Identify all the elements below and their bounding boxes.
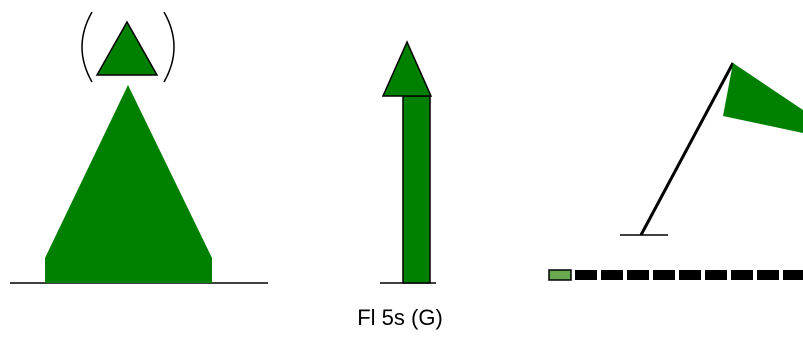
caption: Fl 5s (G) [357, 305, 443, 330]
spar-buoy [380, 40, 436, 284]
light-off [627, 270, 649, 280]
pole [639, 62, 735, 236]
light-off [679, 270, 701, 280]
light-off [757, 270, 779, 280]
light-off [783, 270, 803, 280]
light-sequence [548, 269, 803, 281]
light-off [601, 270, 623, 280]
light-off [731, 270, 753, 280]
topmark [381, 40, 433, 97]
topmark [95, 20, 159, 76]
flag [723, 63, 803, 133]
light-off [575, 270, 597, 280]
buoy-body [45, 85, 212, 283]
light-on [548, 269, 572, 281]
bracket-left [81, 11, 93, 83]
bracket-right [163, 11, 175, 83]
light-off [705, 270, 727, 280]
spar [402, 95, 431, 284]
flag-symbol [620, 62, 803, 236]
conical-buoy [10, 11, 268, 284]
light-off [653, 270, 675, 280]
